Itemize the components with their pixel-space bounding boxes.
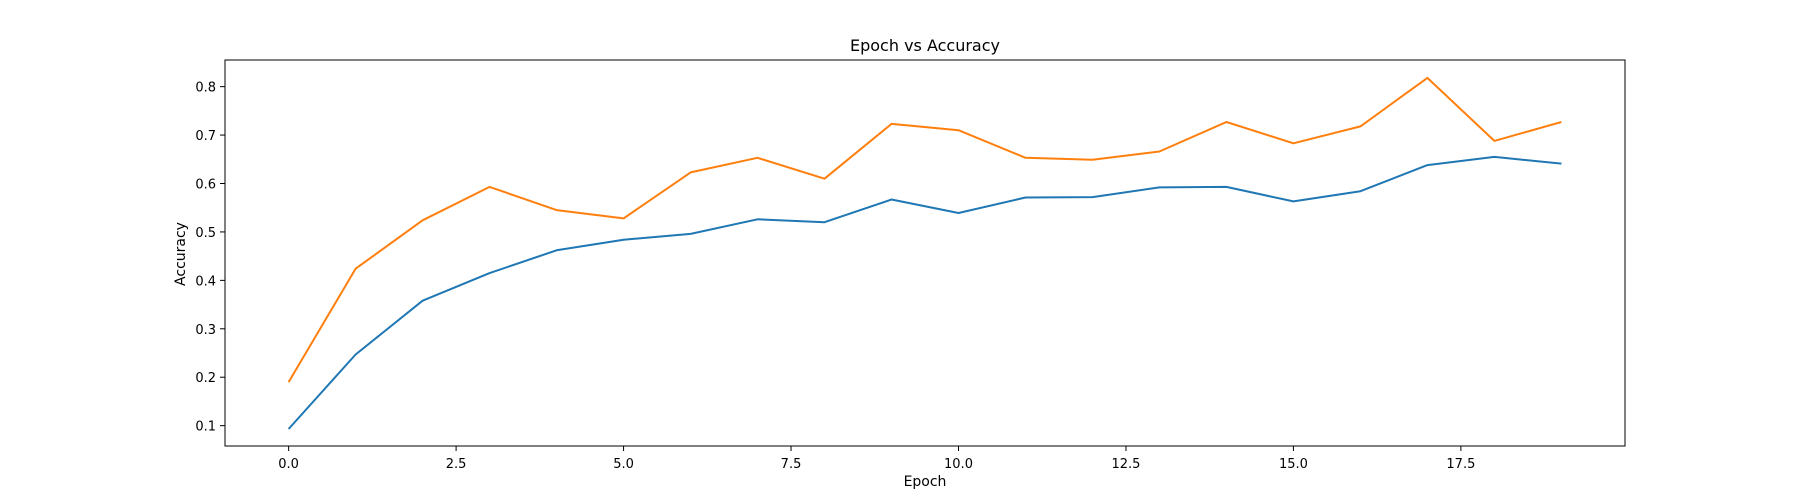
- y-tick-label: 0.2: [195, 371, 216, 386]
- y-tick-label: 0.8: [195, 81, 216, 96]
- x-axis-label: Epoch: [904, 474, 947, 490]
- y-tick-label: 0.3: [195, 323, 216, 338]
- y-axis: 0.1 0.2 0.3 0.4 0.5 0.6 0.7 0.8: [195, 81, 225, 435]
- y-tick-label: 0.7: [195, 129, 216, 144]
- x-tick-label: 10.0: [944, 457, 973, 472]
- x-tick-label: 0.0: [278, 457, 299, 472]
- x-axis: 0.0 2.5 5.0 7.5 10.0 12.5 15.0 17.5: [278, 446, 1475, 472]
- x-tick-label: 7.5: [781, 457, 802, 472]
- x-tick-label: 15.0: [1279, 457, 1308, 472]
- series-line-1: [287, 155, 1562, 430]
- x-tick-label: 2.5: [446, 457, 467, 472]
- chart-title: Epoch vs Accuracy: [850, 36, 1000, 55]
- plot-frame: [224, 59, 1626, 447]
- y-tick-label: 0.6: [195, 178, 216, 193]
- y-axis-label: Accuracy: [173, 222, 189, 286]
- x-tick-label: 17.5: [1446, 457, 1475, 472]
- series-line-2: [287, 76, 1562, 383]
- y-tick-label: 0.4: [195, 274, 216, 289]
- x-tick-label: 5.0: [613, 457, 634, 472]
- y-tick-label: 0.5: [195, 226, 216, 241]
- y-tick-label: 0.1: [195, 420, 216, 435]
- series-layer: [287, 76, 1562, 430]
- x-tick-label: 12.5: [1111, 457, 1140, 472]
